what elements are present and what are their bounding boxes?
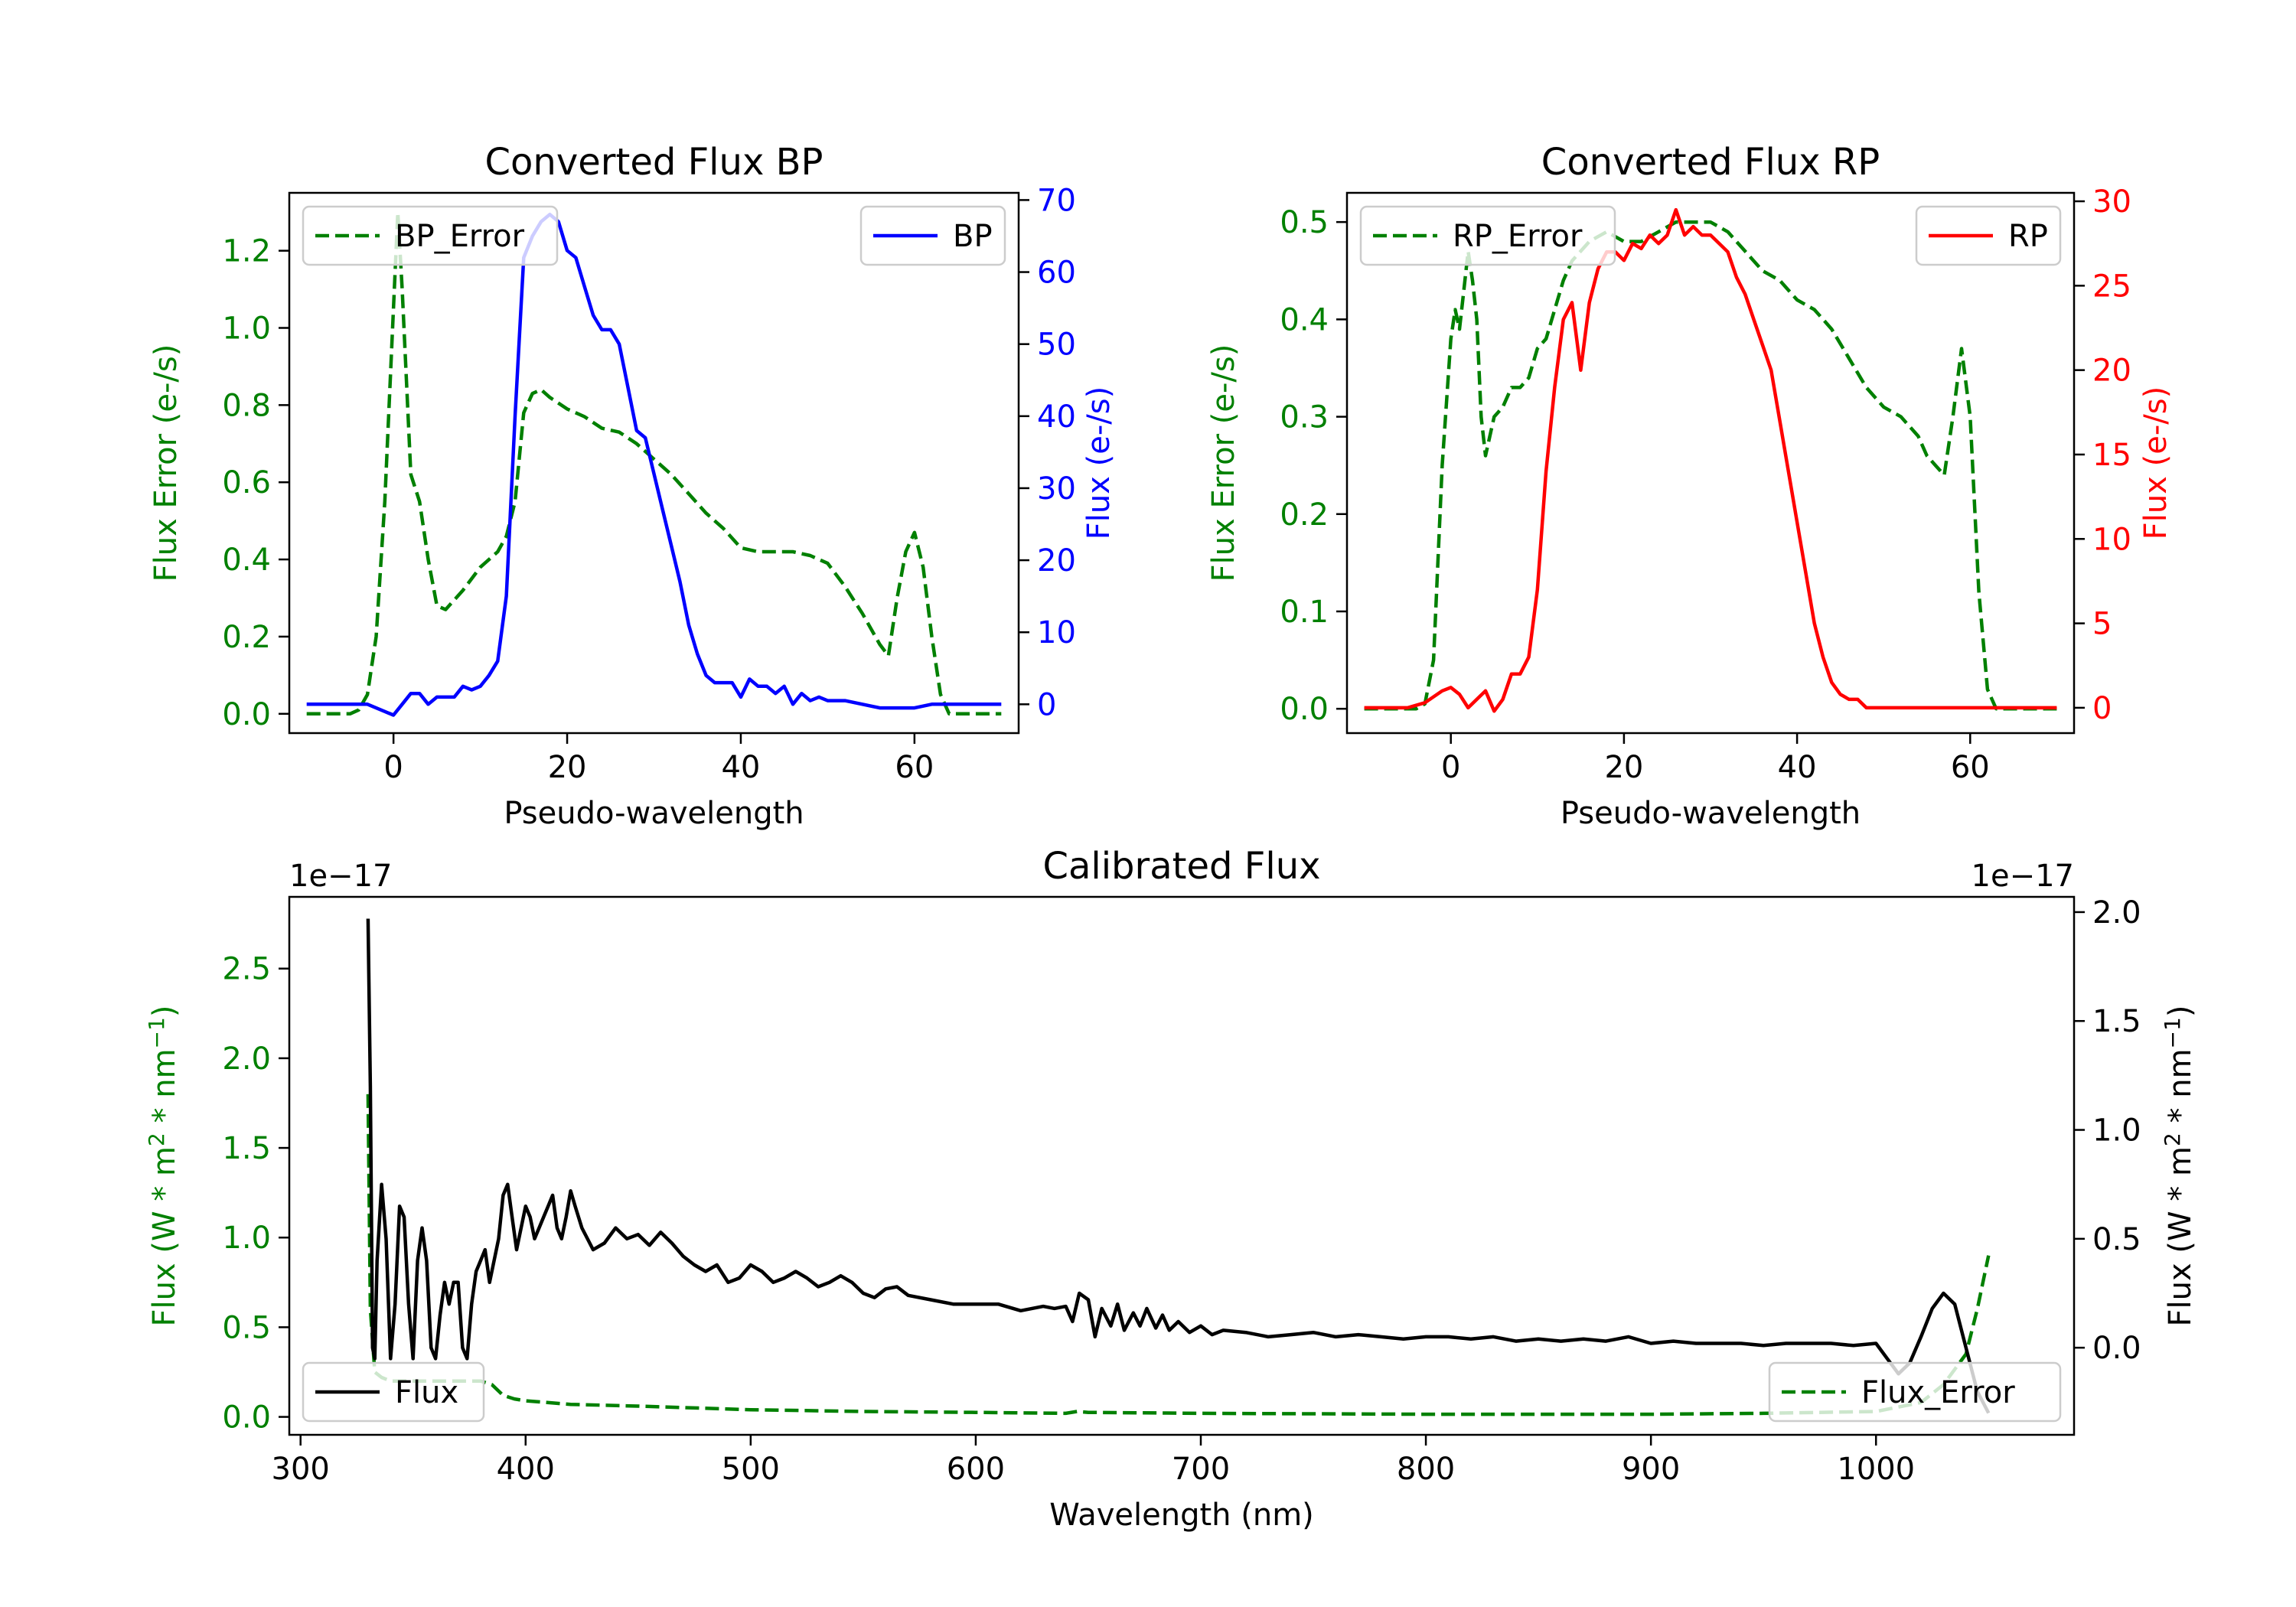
legend-label: Flux_Error <box>1861 1375 2015 1410</box>
x-tick-label: 700 <box>1172 1452 1230 1487</box>
y-left-tick-label: 0.4 <box>222 543 271 578</box>
x-tick-label: 1000 <box>1837 1452 1915 1487</box>
legend-bp-error: BP_Error <box>302 205 559 266</box>
y-right-tick-label: 60 <box>1037 256 1076 291</box>
x-tick-label: 600 <box>947 1452 1005 1487</box>
y-left-tick-label: 2.0 <box>222 1041 271 1077</box>
legend-rp-error: RP_Error <box>1359 205 1616 266</box>
y-left-tick-label: 1.0 <box>222 1221 271 1256</box>
y-right-tick-label: 40 <box>1037 399 1076 435</box>
x-tick-label: 800 <box>1397 1452 1455 1487</box>
y-right-tick-label: 70 <box>1037 183 1076 218</box>
y-right-tick-label: 30 <box>2092 184 2131 220</box>
y-right-tick-label: 0 <box>1037 687 1056 722</box>
legend-label: BP <box>953 219 993 254</box>
x-tick-label: 60 <box>1951 750 1990 785</box>
y-left-tick-label: 0.0 <box>222 697 271 732</box>
x-tick-label: 60 <box>895 750 934 785</box>
y-right-tick-label: 10 <box>2092 522 2131 557</box>
y-left-axis-label: Flux (W * m2 * nm−1) <box>144 1006 182 1327</box>
y-left-tick-label: 0.0 <box>1280 692 1329 727</box>
y-left-tick-label: 0.3 <box>1280 400 1329 435</box>
y-left-tick-label: 1.5 <box>222 1131 271 1166</box>
y-right-tick-label: 30 <box>1037 471 1076 507</box>
x-tick-label: 300 <box>272 1452 330 1487</box>
y-right-tick-label: 2.0 <box>2092 895 2141 931</box>
legend-flux-error: Flux_Error <box>1768 1361 2062 1423</box>
y-left-tick-label: 2.5 <box>222 952 271 987</box>
plot-frame <box>1345 191 2076 735</box>
y-right-axis-label: Flux (e-/s) <box>1081 386 1117 539</box>
y-right-offset-label: 1e−17 <box>1971 859 2074 894</box>
legend-box <box>302 1361 485 1423</box>
x-tick-label: 400 <box>497 1452 555 1487</box>
y-right-tick-label: 0.5 <box>2092 1222 2141 1257</box>
chart-title: Calibrated Flux <box>1042 845 1320 888</box>
y-left-tick-label: 0.8 <box>222 388 271 423</box>
y-right-tick-label: 0 <box>2092 691 2112 726</box>
y-right-axis-label: Flux (W * m2 * nm−1) <box>2160 1006 2198 1327</box>
y-right-tick-label: 0.0 <box>2092 1331 2141 1366</box>
y-left-offset-label: 1e−17 <box>289 859 392 894</box>
y-left-tick-label: 0.0 <box>222 1400 271 1436</box>
legend-label: BP_Error <box>395 219 525 254</box>
y-left-tick-label: 0.6 <box>222 465 271 500</box>
plot-frame <box>288 191 1020 735</box>
x-axis-label: Pseudo-wavelength <box>1561 796 1861 831</box>
y-left-axis-label: Flux Error (e-/s) <box>1206 344 1241 582</box>
y-left-tick-label: 0.5 <box>1280 205 1329 240</box>
y-right-tick-label: 1.0 <box>2092 1113 2141 1149</box>
legend-label: RP <box>2008 219 2048 254</box>
y-left-axis-label: Flux Error (e-/s) <box>148 344 184 582</box>
chart-title: Converted Flux RP <box>1541 141 1880 184</box>
y-right-tick-label: 50 <box>1037 328 1076 363</box>
series-line-rp <box>1364 207 2057 713</box>
legend-bp: BP <box>859 205 1006 266</box>
legend-rp: RP <box>1915 205 2062 266</box>
chart-rp: 0 20 40 60 0.0 0.1 0.2 0.3 0.4 0.5 0 5 10 15 20 25 30 Con… <box>1206 141 2174 831</box>
y-left-tick-label: 0.2 <box>1280 497 1329 533</box>
plot-frame <box>288 895 2076 1436</box>
x-tick-label: 20 <box>1604 750 1643 785</box>
y-left-tick-label: 0.5 <box>222 1310 271 1345</box>
x-tick-label: 0 <box>1441 750 1460 785</box>
x-tick-label: 900 <box>1622 1452 1680 1487</box>
y-right-tick-label: 1.5 <box>2092 1004 2141 1039</box>
series-line-bp-error <box>306 210 1002 716</box>
series-line-bp <box>306 212 1002 717</box>
y-right-tick-label: 20 <box>1037 543 1076 579</box>
x-tick-label: 0 <box>383 750 403 785</box>
y-right-axis-label: Flux (e-/s) <box>2138 386 2174 539</box>
y-left-tick-label: 1.0 <box>222 311 271 347</box>
y-right-tick-label: 20 <box>2092 354 2131 389</box>
y-right-tick-label: 25 <box>2092 269 2131 304</box>
x-axis-label: Pseudo-wavelength <box>504 796 804 831</box>
chart-bp: 0 20 40 60 0.0 0.2 0.4 0.6 0.8 1.0 1.2 0 10 20 30 40 50 6… <box>148 141 1117 831</box>
series-line-flux <box>366 918 1991 1414</box>
chart-cal: 300 400 500 600 700 800 900 1000 0.0 0.5 1.0 1.5 2.0… <box>144 845 2198 1533</box>
legend-label: RP_Error <box>1453 219 1583 254</box>
y-right-tick-label: 5 <box>2092 607 2112 642</box>
x-tick-label: 500 <box>722 1452 780 1487</box>
legend-box <box>1768 1361 2062 1423</box>
legend-box <box>1359 205 1616 266</box>
legend-box <box>302 205 559 266</box>
chart-title: Converted Flux BP <box>485 141 823 184</box>
x-axis-label: Wavelength (nm) <box>1049 1498 1314 1533</box>
legend-label: Flux <box>395 1375 458 1410</box>
y-left-tick-label: 0.1 <box>1280 595 1329 630</box>
x-tick-label: 20 <box>548 750 587 785</box>
y-left-tick-label: 1.2 <box>222 234 271 269</box>
y-left-tick-label: 0.2 <box>222 620 271 655</box>
x-tick-label: 40 <box>721 750 760 785</box>
x-tick-label: 40 <box>1778 750 1817 785</box>
y-left-tick-label: 0.4 <box>1280 302 1329 337</box>
y-right-tick-label: 10 <box>1037 615 1076 650</box>
y-right-tick-label: 15 <box>2092 438 2131 473</box>
legend-flux: Flux <box>302 1361 485 1423</box>
